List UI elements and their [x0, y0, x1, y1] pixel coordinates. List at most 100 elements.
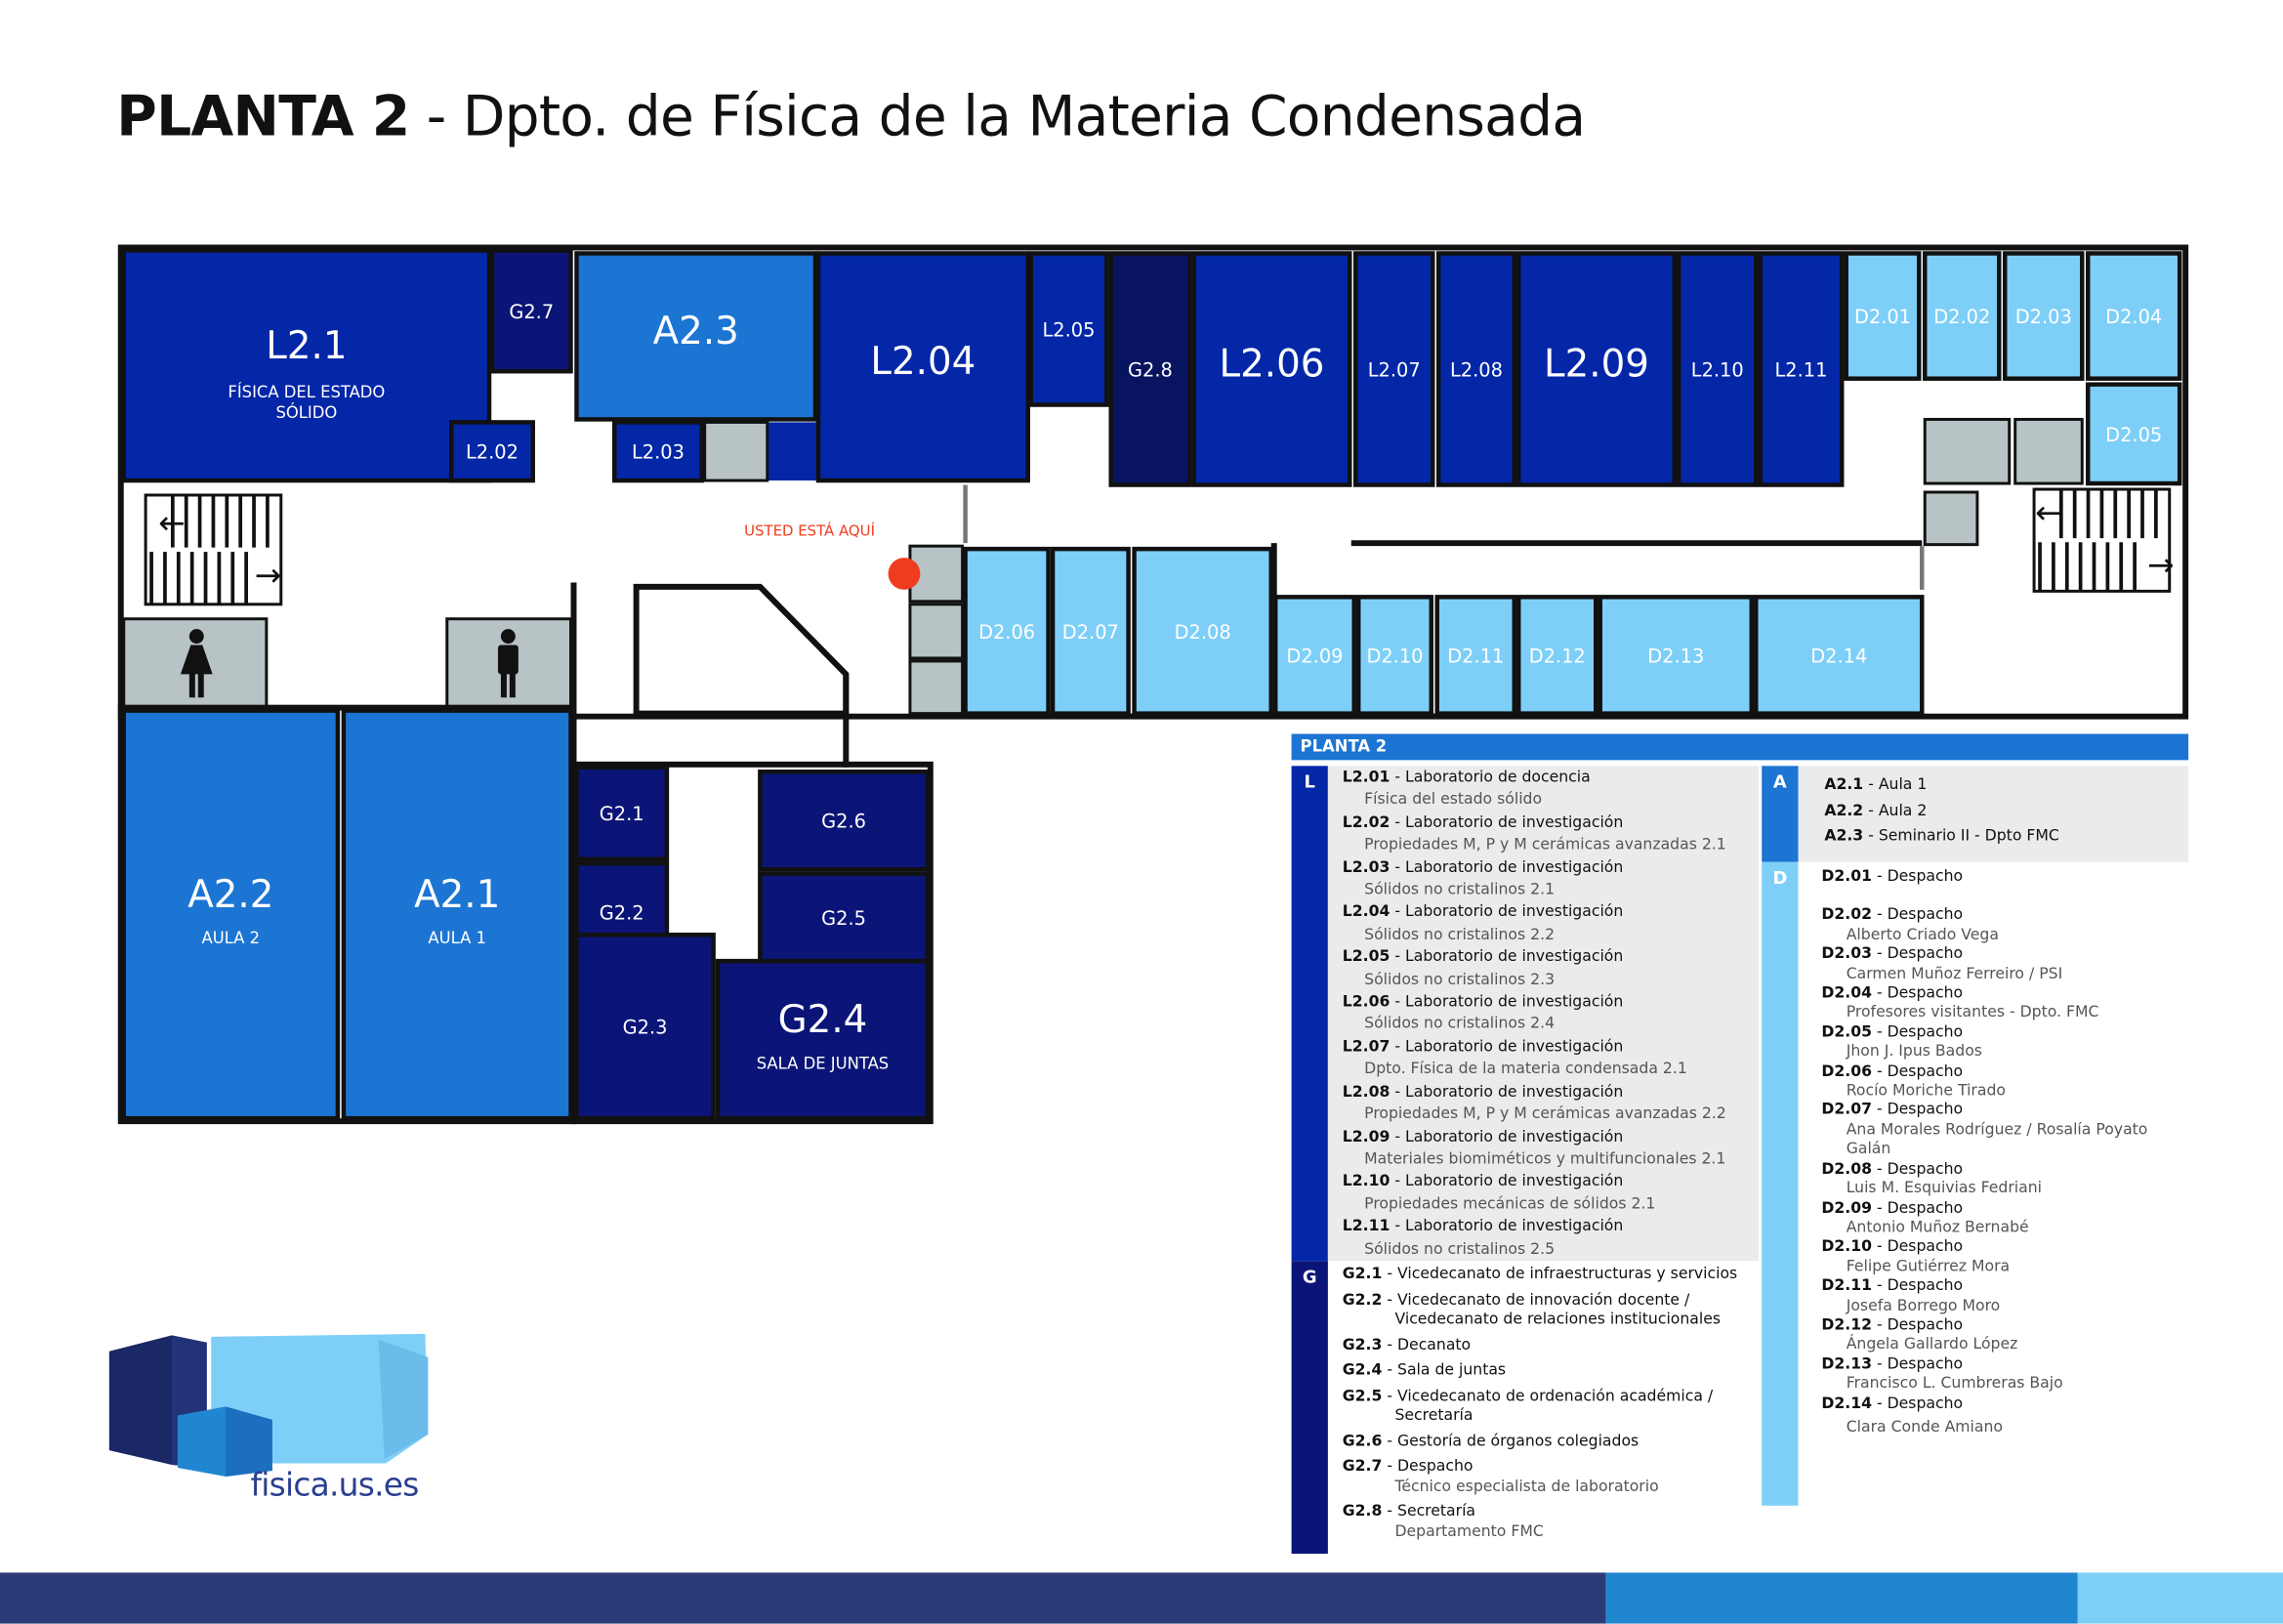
legend-entry: D2.12 - Despacho [1821, 1316, 2188, 1336]
stairs-east [2032, 487, 2172, 593]
room-label: D2.08 [1175, 621, 1231, 644]
room-code: D2.11 [1821, 1276, 1872, 1295]
arrow-icon: → [255, 557, 281, 594]
head [188, 629, 204, 645]
room-label: L2.02 [466, 441, 519, 464]
room-G2-7: G2.7 [489, 248, 573, 374]
room-detail: Técnico especialista de laboratorio [1394, 1477, 1659, 1495]
room-label: L2.11 [1775, 358, 1828, 381]
legend-entry: D2.08 - Despacho [1821, 1160, 2188, 1180]
legend-entry: D2.01 - Despacho [1821, 868, 2188, 888]
room-description: - Despacho [1871, 1237, 1964, 1256]
footer-bar [0, 1572, 2283, 1624]
room-detail: Francisco L. Cumbreras Bajo [1846, 1374, 2063, 1393]
legend-entry: G2.4 - Sala de juntas [1343, 1361, 1759, 1381]
room-label: G2.7 [509, 301, 554, 323]
room-description: - Vicedecanato de ordenación académica / [1382, 1387, 1714, 1405]
room-label: D2.07 [1062, 621, 1119, 644]
room-label: G2.2 [600, 902, 644, 925]
legend-entry: G2.6 - Gestoría de órganos colegiados [1343, 1432, 1759, 1451]
room-fill [1050, 546, 1131, 716]
room-subtitle: FÍSICA DEL ESTADO SÓLIDO [228, 383, 385, 422]
room-subtitle: AULA 2 [202, 929, 261, 947]
room-fill [121, 248, 492, 483]
legend-entry: G2.3 - Decanato [1343, 1336, 1759, 1355]
room-D2-14: D2.14 [1754, 595, 1925, 716]
room-description-cont: Vicedecanato de relaciones institucional… [1394, 1310, 1722, 1328]
room-D2-02: D2.02 [1922, 251, 2002, 381]
room-detail: Materiales biomiméticos y multifuncional… [1364, 1149, 1726, 1168]
legend-entry: G2.8 - Secretaría Departamento FMC [1343, 1503, 1759, 1542]
room-A2-2: A2.2 AULA 2 [121, 708, 341, 1121]
room-label: G2.5 [821, 907, 866, 930]
legend-entry: L2.10 - Laboratorio de investigación [1343, 1171, 1759, 1193]
room-description: - Despacho [1871, 867, 1964, 886]
leg [188, 671, 195, 698]
legend-entry: D2.10 - Despacho [1821, 1238, 2188, 1258]
legend-entry: D2.05 - Despacho [1821, 1023, 2188, 1043]
room-description: - Aula 1 [1863, 775, 1928, 794]
room-label: L2.09 [1544, 342, 1649, 386]
room-detail: Carmen Muñoz Ferreiro / PSI [1846, 965, 2063, 982]
room-label: L2.04 [870, 340, 975, 384]
room-fill [815, 251, 1030, 483]
room-fill [1434, 595, 1516, 716]
east-hall [1922, 597, 2181, 714]
room-L2-1: L2.1 FÍSICA DEL ESTADO SÓLIDO [121, 248, 492, 483]
room-fill [1191, 251, 1352, 487]
room-description: - Despacho [1382, 1457, 1474, 1476]
room-L2-11: L2.11 [1758, 251, 1845, 487]
room-L2-07: L2.07 [1352, 251, 1435, 487]
room-label: G2.6 [821, 811, 866, 833]
room-fill [2086, 251, 2182, 381]
service-room [1923, 417, 2012, 485]
room-code: D2.01 [1821, 867, 1872, 886]
room-L2-02: L2.02 [449, 420, 535, 483]
room-D2-08: D2.08 [1132, 546, 1273, 716]
room-description: - Laboratorio de investigación [1390, 1217, 1624, 1235]
room-label: D2.12 [1529, 645, 1586, 667]
arrow-icon: ← [2035, 494, 2061, 531]
room-description: - Laboratorio de investigación [1390, 1037, 1624, 1056]
room-code: L2.02 [1342, 813, 1391, 832]
leg [509, 671, 516, 698]
legend-entry: D2.06 - Despacho [1821, 1062, 2188, 1082]
room-fill [574, 933, 716, 1121]
room-subtitle: SALA DE JUNTAS [757, 1054, 890, 1072]
room-D2-07: D2.07 [1050, 546, 1131, 716]
legend-entry: D2.02 - Despacho [1821, 906, 2188, 926]
room-fill [758, 871, 931, 964]
logo-text: fisica.us.es [250, 1468, 419, 1505]
room-fill [2086, 382, 2182, 486]
page-title: PLANTA 2 - Dpto. de Física de la Materia… [116, 84, 1586, 148]
room-description: - Despacho [1871, 984, 1964, 1002]
room-L2-10: L2.10 [1677, 251, 1759, 487]
room-detail: Propiedades M, P y M cerámicas avanzadas… [1364, 836, 1726, 854]
legend-entry-line: G2.3 - Decanato [1343, 1336, 1759, 1355]
room-L2-08: L2.08 [1435, 251, 1516, 487]
room-detail: Alberto Criado Vega [1846, 926, 1999, 943]
room-code: L2.04 [1342, 903, 1391, 922]
room-detail: Sólidos no cristalinos 2.1 [1364, 881, 1556, 899]
room-label: L2.03 [632, 441, 685, 464]
room-code: G2.4 [1342, 1361, 1383, 1380]
room-label: L2.08 [1450, 358, 1503, 381]
service-room [1923, 490, 1979, 547]
legend-section-labs: L L2.01 - Laboratorio de docencia Física … [1291, 766, 1760, 1262]
room-fill [1435, 251, 1516, 487]
legend-entry: L2.09 - Laboratorio de investigación [1343, 1126, 1759, 1148]
room-description: - Laboratorio de investigación [1390, 993, 1624, 1011]
room-G2-3: G2.3 [574, 933, 716, 1121]
room-description: - Despacho [1871, 1023, 1964, 1041]
room-D2-11: D2.11 [1434, 595, 1516, 716]
room-fill [574, 765, 670, 861]
room-label: L2.05 [1042, 318, 1095, 341]
room-description: - Laboratorio de investigación [1390, 813, 1624, 832]
room-code: G2.5 [1342, 1387, 1383, 1405]
room-description: - Despacho [1871, 1394, 1964, 1412]
room-fill [715, 958, 931, 1121]
room-label: D2.14 [1810, 645, 1867, 667]
room-label: L2.06 [1220, 342, 1325, 386]
room-description: - Despacho [1871, 1354, 1964, 1373]
legend-entry: L2.03 - Laboratorio de investigación [1343, 857, 1759, 880]
